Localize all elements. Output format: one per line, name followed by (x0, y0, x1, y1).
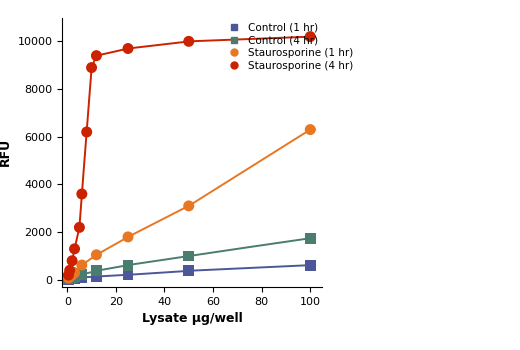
Point (70, 275, 79, 281)
Point (66, 276, 74, 282)
Point (70, 274, 79, 280)
Point (64, 276, 73, 281)
Point (68, 258, 76, 264)
Point (77, 275, 86, 280)
Point (75, 225, 84, 230)
Point (77, 272, 86, 278)
Point (64, 272, 73, 278)
Point (124, 262, 132, 268)
Point (83, 129, 91, 135)
Point (77, 191, 86, 197)
Point (185, 268, 193, 274)
Point (77, 262, 86, 268)
Point (92, 53, 100, 58)
Point (68, 272, 76, 278)
Point (70, 270, 79, 275)
Point (66, 274, 74, 280)
Point (124, 234, 132, 240)
Point (64, 275, 73, 281)
Point (87, 65, 96, 70)
Point (66, 267, 74, 273)
Point (92, 252, 100, 258)
Y-axis label: RFU: RFU (0, 138, 12, 166)
Point (66, 275, 74, 281)
Point (124, 272, 132, 278)
Point (70, 246, 79, 252)
Point (124, 46, 132, 51)
Point (68, 275, 76, 280)
Point (306, 34, 315, 40)
Point (306, 235, 315, 241)
Point (306, 127, 315, 132)
Point (185, 203, 193, 209)
Point (306, 262, 315, 268)
Legend: Control (1 hr), Control (4 hr), Staurosporine (1 hr), Staurosporine (4 hr): Control (1 hr), Control (4 hr), Staurosp… (224, 23, 353, 70)
Point (64, 276, 73, 282)
Point (92, 268, 100, 274)
Point (185, 253, 193, 259)
Point (68, 276, 76, 281)
Point (185, 38, 193, 44)
Point (92, 274, 100, 279)
X-axis label: Lysate μg/well: Lysate μg/well (142, 312, 243, 325)
